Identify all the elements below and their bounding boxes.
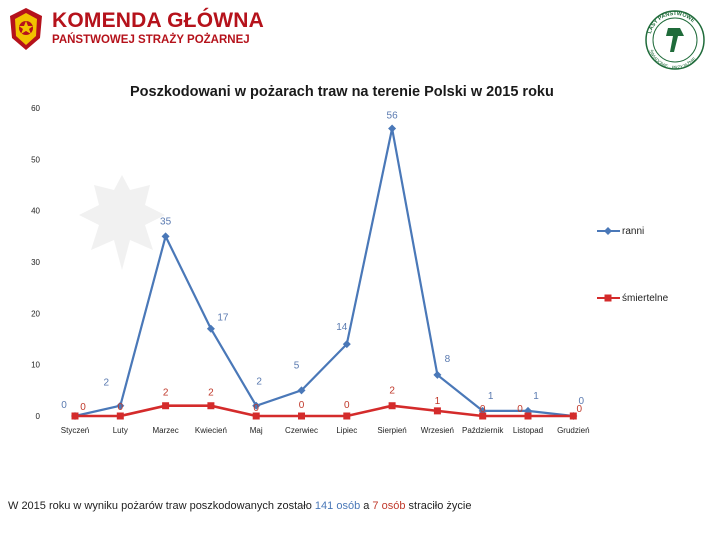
series-line-śmiertelne [75, 404, 574, 418]
x-tick-label: Marzec [152, 426, 178, 435]
x-tick-label: Maj [250, 426, 263, 435]
x-tick-label: Luty [113, 426, 128, 435]
x-tick-label: Październik [462, 426, 504, 435]
chart-title: Poszkodowani w pożarach traw na terenie … [130, 84, 554, 100]
lasy-panstwowe-logo: LASY PAŃSTWOWE ŚWIADOMIE · PRZYJAŹNIE [645, 10, 705, 70]
data-point [479, 412, 487, 420]
data-label: 0 [118, 402, 124, 413]
data-point [161, 232, 170, 241]
data-point [388, 124, 397, 133]
y-tick-label: 20 [31, 309, 40, 318]
data-label: 0 [61, 400, 67, 411]
data-point [388, 402, 396, 410]
y-tick-label: 40 [31, 207, 40, 216]
data-label: 14 [336, 322, 348, 333]
y-tick-label: 60 [31, 104, 40, 113]
data-point [252, 412, 260, 420]
legend-marker [604, 227, 612, 235]
data-label: 2 [104, 378, 110, 389]
data-label: 2 [208, 388, 214, 399]
x-tick-label: Listopad [513, 426, 543, 435]
data-label: 35 [160, 216, 172, 227]
y-tick-label: 10 [31, 361, 40, 370]
summary-injured: 141 osób [314, 500, 361, 512]
data-label: 0 [253, 403, 259, 414]
data-point [298, 412, 305, 420]
data-point [297, 386, 306, 395]
data-label: 56 [387, 111, 399, 122]
header: KOMENDA GŁÓWNA PAŃSTWOWEJ STRAŻY POŻARNE… [0, 0, 720, 80]
data-point [206, 324, 215, 333]
data-label: 17 [217, 313, 229, 324]
x-tick-label: Grudzień [557, 426, 589, 435]
summary-dead: 7 osób [372, 500, 406, 512]
summary-part-3: straciło życie [405, 500, 472, 512]
data-label: 8 [445, 354, 451, 365]
data-point [569, 412, 577, 420]
data-point [433, 370, 442, 379]
summary-part-2: a [360, 500, 373, 512]
x-tick-label: Sierpień [377, 426, 406, 435]
data-label: 0 [577, 404, 583, 415]
x-tick-label: Wrzesień [421, 426, 454, 435]
data-point [116, 412, 124, 420]
legend-label-śmiertelne: śmiertelne [622, 293, 669, 304]
data-label: 0 [517, 404, 523, 415]
data-label: 1 [435, 396, 441, 407]
data-label: 0 [299, 400, 305, 411]
x-tick-label: Czerwiec [285, 426, 318, 435]
data-point [343, 412, 351, 420]
summary-part-1: W 2015 roku w wyniku pożarów traw poszko… [8, 500, 315, 512]
psp-emblem-icon [10, 8, 42, 50]
eagle-watermark-icon [79, 175, 165, 270]
data-point [342, 340, 351, 349]
data-label: 0 [579, 396, 585, 407]
summary-text: W 2015 roku w wyniku pożarów traw poszko… [8, 500, 471, 512]
data-label: 1 [533, 391, 539, 402]
y-tick-label: 0 [36, 412, 41, 421]
data-label: 2 [389, 386, 395, 397]
data-point [433, 407, 441, 415]
series-line-ranni [74, 128, 574, 418]
data-label: 5 [294, 360, 300, 371]
org-title: KOMENDA GŁÓWNA [52, 9, 265, 32]
data-label: 2 [256, 377, 262, 388]
legend-marker [604, 294, 612, 302]
data-label: 0 [80, 402, 86, 413]
data-label: 0 [480, 404, 486, 415]
lasy-tree-icon [666, 28, 684, 52]
data-point [71, 412, 79, 420]
data-point [252, 401, 261, 410]
data-label: 1 [488, 391, 494, 402]
data-point [162, 402, 170, 410]
legend-label-ranni: ranni [622, 226, 644, 237]
x-tick-label: Kwiecień [195, 426, 227, 435]
data-point [524, 412, 532, 420]
org-subtitle: PAŃSTWOWEJ STRAŻY POŻARNEJ [52, 34, 250, 46]
data-label: 0 [344, 400, 350, 411]
data-point [207, 402, 215, 410]
x-tick-label: Lipiec [336, 426, 357, 435]
y-tick-label: 30 [31, 258, 40, 267]
data-label: 2 [163, 388, 169, 399]
x-tick-label: Styczeń [61, 426, 89, 435]
y-tick-label: 50 [31, 155, 40, 164]
data-point [116, 401, 125, 410]
